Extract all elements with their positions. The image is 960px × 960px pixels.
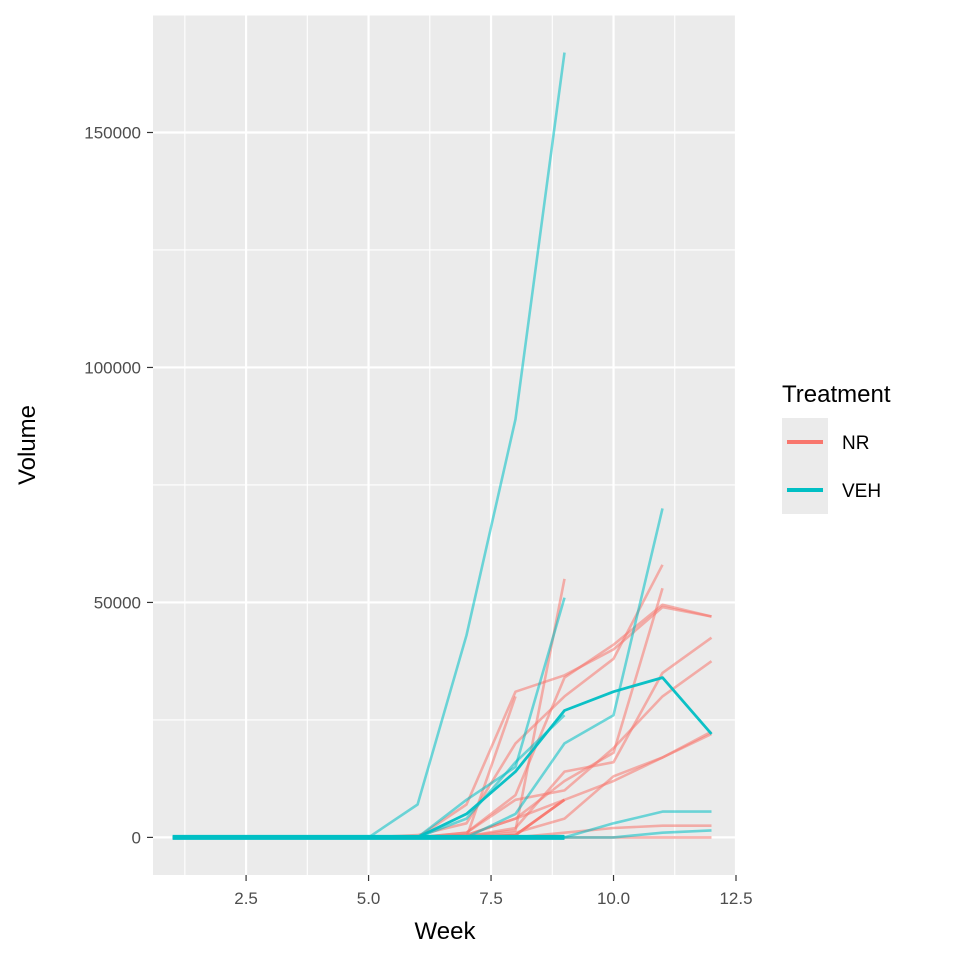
x-axis-title: Week xyxy=(415,918,477,945)
y-tick-label: 150000 xyxy=(84,123,141,142)
x-tick-label: 2.5 xyxy=(234,889,258,908)
x-tick-label: 5.0 xyxy=(357,889,381,908)
legend-key-background xyxy=(782,418,828,514)
legend: Treatment NR VEH xyxy=(782,381,891,514)
legend-label-nr: NR xyxy=(842,433,869,454)
y-axis: 0 50000 100000 150000 xyxy=(84,123,153,847)
series-lines xyxy=(172,52,713,840)
x-tick-label: 7.5 xyxy=(479,889,503,908)
y-tick-label: 0 xyxy=(132,828,141,847)
y-tick-label: 100000 xyxy=(84,358,141,377)
x-tick-label: 10.0 xyxy=(597,889,630,908)
x-axis: 2.5 5.0 7.5 10.0 12.5 xyxy=(234,875,753,908)
y-tick-label: 50000 xyxy=(94,593,141,612)
minor-gridlines xyxy=(153,14,736,875)
legend-title: Treatment xyxy=(782,381,891,408)
legend-label-veh: VEH xyxy=(842,481,881,502)
plot-panel xyxy=(153,15,736,875)
x-tick-label: 12.5 xyxy=(719,889,752,908)
y-axis-title: Volume xyxy=(14,405,41,485)
